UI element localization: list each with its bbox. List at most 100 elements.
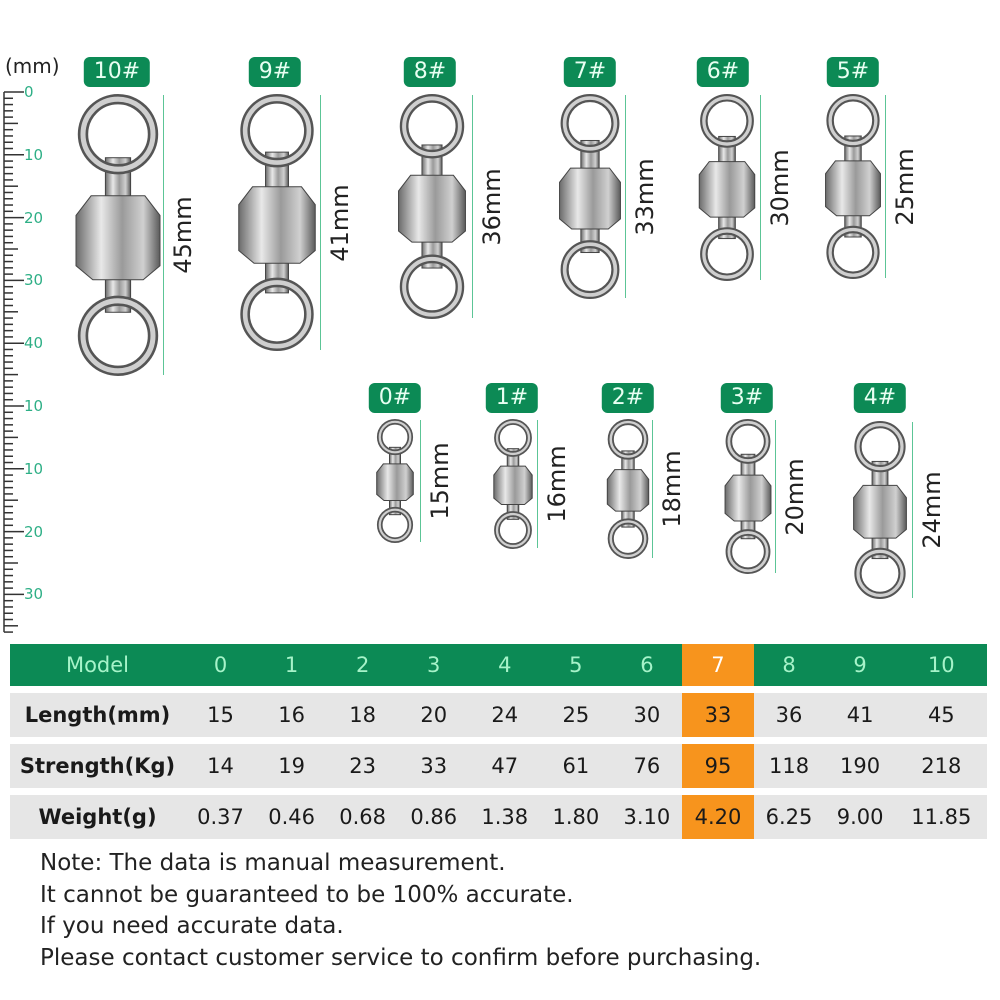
length-label: 15mm (426, 442, 454, 520)
ruler-label: 10 (24, 145, 44, 164)
table-cell: 95 (682, 744, 754, 788)
spec-table: Model 0 1 2 3 4 5 6 7 8 9 10 Length(mm) 15 16 18 20 24 25 3… (10, 637, 987, 846)
table-cell: 3 (398, 644, 470, 686)
dimension-line (775, 420, 776, 573)
note-line: Please contact customer service to confi… (40, 944, 762, 971)
table-cell: 19 (256, 744, 328, 788)
table-cell: 36 (753, 693, 825, 737)
table-row: Strength(Kg) 14 19 23 33 47 61 76 95 118 190 218 (10, 744, 987, 788)
length-label: 20mm (781, 457, 809, 536)
dimension-line (537, 420, 538, 548)
swivel-6 (376, 418, 414, 543)
model-badge: 9# (248, 57, 302, 87)
dimension-line (625, 95, 626, 298)
swivel-8 (606, 419, 650, 559)
dimension-line (912, 422, 913, 598)
ruler-label: 40 (24, 334, 44, 353)
swivel-7 (493, 419, 533, 550)
model-badge: 0# (368, 383, 422, 413)
dimension-line (760, 95, 761, 280)
length-label: 18mm (658, 450, 686, 528)
ruler-unit-label: (mm) (5, 54, 60, 78)
swivel-10 (853, 421, 907, 599)
dimension-line (320, 95, 321, 350)
table-cell: 16 (256, 693, 328, 737)
length-label: 24mm (918, 471, 946, 549)
model-badge: 8# (403, 57, 457, 87)
table-cell: 3.10 (611, 795, 683, 839)
ruler-label: 10 (24, 397, 44, 415)
swivel-4 (698, 94, 756, 282)
table-cell: 11.85 (895, 795, 987, 839)
ruler-label: 0 (24, 83, 34, 101)
table-cell: 25 (540, 693, 612, 737)
length-label: 30mm (766, 148, 794, 227)
table-cell: 15 (185, 693, 257, 737)
ruler-label: 20 (24, 208, 44, 227)
row-label: Strength(Kg) (10, 744, 185, 788)
ruler-label: 30 (24, 271, 44, 290)
table-cell: 9.00 (824, 795, 896, 839)
table-cell: 218 (895, 744, 987, 788)
table-cell: 0.68 (327, 795, 399, 839)
length-label: 41mm (326, 183, 354, 262)
table-cell: 14 (185, 744, 257, 788)
ruler-ticks (3, 91, 24, 633)
table-cell: 18 (327, 693, 399, 737)
length-label: 45mm (169, 196, 197, 274)
table-cell: 23 (327, 744, 399, 788)
length-label: 33mm (631, 157, 659, 236)
model-badge: 6# (696, 57, 750, 87)
dimension-line (652, 420, 653, 558)
table-cell: 9 (824, 644, 896, 686)
swivel-3 (559, 93, 621, 299)
note-line: If you need accurate data. (40, 913, 344, 939)
table-row: Weight(g) 0.37 0.46 0.68 0.86 1.38 1.80 3.10 4.2… (10, 795, 987, 839)
table-cell: 2 (327, 644, 399, 686)
dimension-line (472, 95, 473, 318)
table-cell: 41 (824, 693, 896, 737)
table-cell: 118 (753, 744, 825, 788)
ruler-label: 10 (24, 459, 44, 478)
swivel-1 (238, 93, 316, 351)
table-cell: 190 (824, 744, 896, 788)
length-label: 36mm (478, 167, 506, 246)
swivel-5 (825, 94, 881, 280)
dimension-line (163, 95, 164, 375)
model-badge: 10# (83, 57, 151, 87)
table-cell: 8 (753, 644, 825, 686)
table-cell: 5 (540, 644, 612, 686)
ruler-label: 20 (24, 522, 44, 541)
table-cell: 33 (682, 693, 754, 737)
table-cell: 1.80 (540, 795, 612, 839)
table-cell: 24 (469, 693, 541, 737)
model-badge: 4# (853, 383, 907, 413)
table-cell: 10 (895, 644, 987, 686)
length-label: 16mm (543, 445, 571, 523)
table-cell: 1 (256, 644, 328, 686)
swivel-2 (398, 94, 466, 319)
table-cell: 0.86 (398, 795, 470, 839)
note-line: Note: The data is manual measurement. (40, 850, 506, 876)
swivel-0 (75, 93, 161, 376)
table-cell: 76 (611, 744, 683, 788)
table-cell: 0.46 (256, 795, 328, 839)
table-cell: 45 (895, 693, 987, 737)
table-cell: 61 (540, 744, 612, 788)
length-label: 25mm (891, 147, 919, 226)
dimension-line (885, 95, 886, 278)
table-cell: 0 (185, 644, 257, 686)
model-badge: 3# (720, 383, 774, 413)
table-cell: 20 (398, 693, 470, 737)
table-cell: 6 (611, 644, 683, 686)
model-badge: 2# (601, 383, 655, 413)
swivel-9 (724, 419, 772, 575)
table-cell: 30 (611, 693, 683, 737)
model-badge: 7# (563, 57, 617, 87)
notes: Note: The data is manual measurement. It… (40, 848, 761, 974)
ruler-label: 30 (24, 585, 44, 604)
note-line: It cannot be guaranteed to be 100% accur… (40, 881, 574, 908)
table-cell: 4.20 (682, 795, 754, 839)
table-cell: 6.25 (753, 795, 825, 839)
dimension-line (420, 420, 421, 542)
